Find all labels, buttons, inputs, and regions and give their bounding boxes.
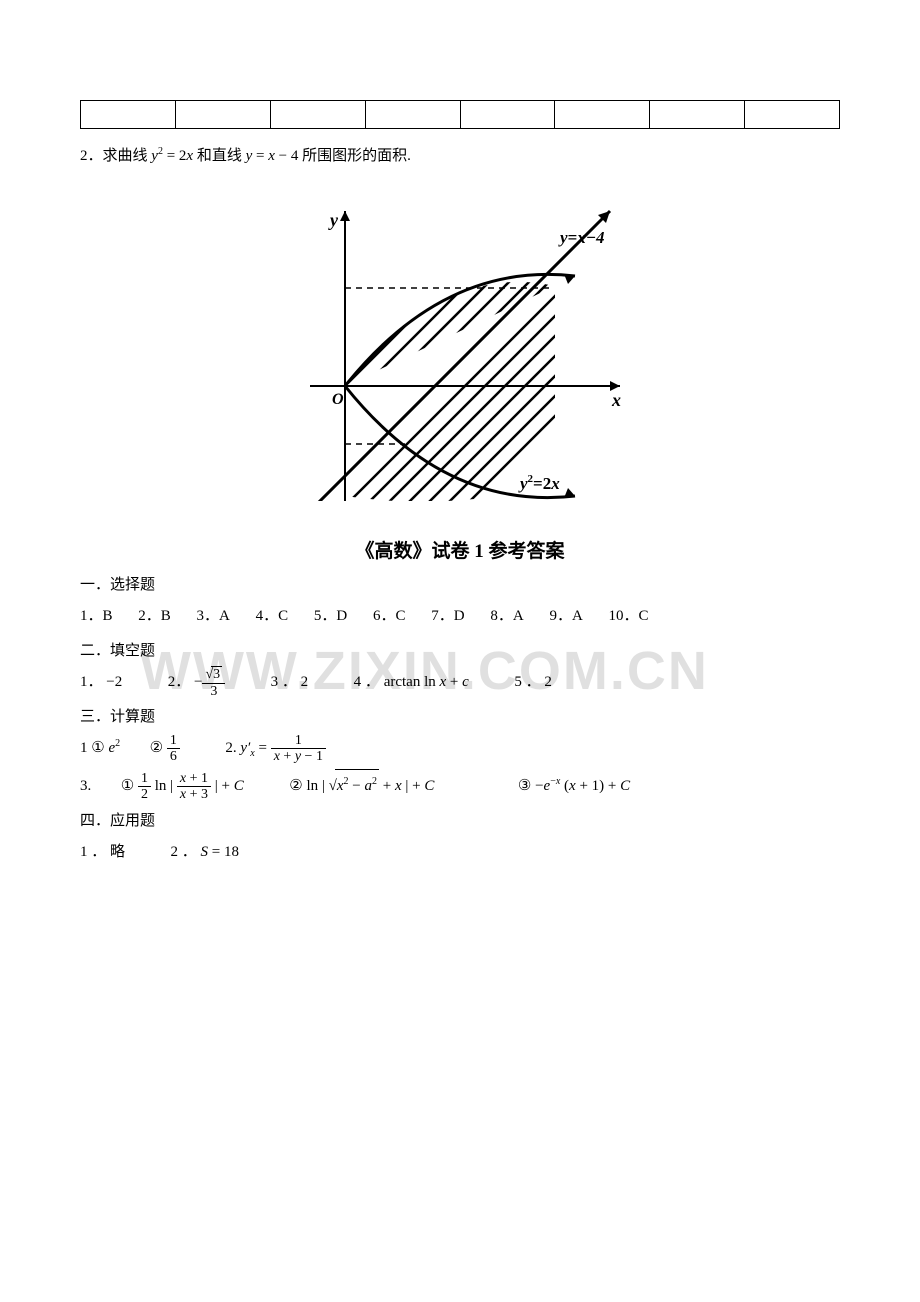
lhs: y′x = bbox=[240, 740, 267, 756]
value: arctan ln x + c bbox=[384, 674, 469, 690]
label: 2 ． bbox=[171, 844, 197, 860]
fraction: x + 1x + 3 bbox=[177, 771, 211, 803]
text: 所围图形的面积. bbox=[298, 148, 411, 164]
label: 2． bbox=[168, 674, 191, 690]
value: S = 18 bbox=[201, 844, 239, 860]
origin-label: O bbox=[332, 391, 344, 408]
y-axis-label: y bbox=[328, 210, 339, 230]
value: 略 bbox=[110, 844, 125, 860]
page-content: 2．求曲线 y2 = 2x 和直线 y = x − 4 所围图形的面积. bbox=[80, 100, 840, 869]
label: 1 ． bbox=[80, 844, 106, 860]
fraction: 33 bbox=[202, 666, 225, 699]
fraction: 1x + y − 1 bbox=[271, 733, 326, 765]
line-label: y=x−4 bbox=[558, 228, 605, 247]
value: −e−x (x + 1) + C bbox=[535, 778, 630, 794]
fraction: 12 bbox=[138, 771, 151, 803]
section-4-head: 四．应用题 bbox=[80, 809, 840, 830]
label: 4 ． bbox=[354, 674, 380, 690]
label: 1． bbox=[80, 674, 103, 690]
section-1-head: 一．选择题 bbox=[80, 573, 840, 594]
ln: ln | bbox=[155, 778, 173, 794]
table-row bbox=[81, 101, 840, 129]
mc-item: 8．A bbox=[490, 608, 523, 624]
label: 1 ① bbox=[80, 740, 105, 756]
table-cell bbox=[745, 101, 840, 129]
table-cell bbox=[175, 101, 270, 129]
mc-item: 9．A bbox=[549, 608, 582, 624]
mark: ③ bbox=[518, 778, 531, 794]
label: 2. bbox=[225, 740, 236, 756]
calc-row-1: 1 ① e2 ② 16 2. y′x = 1x + y − 1 bbox=[80, 732, 840, 765]
mc-item: 7．D bbox=[431, 608, 464, 624]
answer-key-title: 《高数》试卷 1 参考答案 bbox=[80, 536, 840, 563]
section-3-head: 三．计算题 bbox=[80, 705, 840, 726]
parabola-label: y2=2x bbox=[518, 473, 560, 493]
mc-item: 2．B bbox=[138, 608, 171, 624]
label: 5 ． bbox=[514, 674, 540, 690]
value: −2 bbox=[106, 674, 122, 690]
text: 和直线 bbox=[193, 148, 246, 164]
fill-answers: 1． −2 2． −33 3 ． 2 4 ． arctan ln x + c 5… bbox=[80, 666, 840, 699]
label: 3 ． bbox=[271, 674, 297, 690]
answer-grid-table bbox=[80, 100, 840, 129]
value: ln | x2 − a2 + x | + C bbox=[306, 778, 434, 794]
mc-item: 3．A bbox=[197, 608, 230, 624]
mark: ② bbox=[289, 778, 302, 794]
chart-svg: y x O y=x−4 y2=2x bbox=[280, 201, 640, 501]
line-yx4 bbox=[310, 211, 610, 501]
mc-item: 1．B bbox=[80, 608, 113, 624]
figure-parabola-line: y x O y=x−4 y2=2x bbox=[80, 201, 840, 506]
table-cell bbox=[81, 101, 176, 129]
mc-answers: 1．B 2．B 3．A 4．C 5．D 6．C 7．D 8．A 9．A 10．C bbox=[80, 600, 840, 633]
value: e2 bbox=[108, 740, 120, 756]
value: 2 bbox=[544, 674, 552, 690]
table-cell bbox=[270, 101, 365, 129]
label: ② bbox=[150, 740, 163, 756]
value: 2 bbox=[301, 674, 309, 690]
formula: y = x − 4 bbox=[246, 148, 299, 164]
mc-item: 5．D bbox=[314, 608, 347, 624]
table-cell bbox=[460, 101, 555, 129]
formula: y2 = 2x bbox=[151, 148, 193, 164]
problem-2-text: 2．求曲线 y2 = 2x 和直线 y = x − 4 所围图形的面积. bbox=[80, 141, 840, 171]
text: 2．求曲线 bbox=[80, 148, 151, 164]
label: 3. bbox=[80, 778, 91, 794]
mark: ① bbox=[121, 778, 134, 794]
mc-item: 6．C bbox=[373, 608, 406, 624]
table-cell bbox=[650, 101, 745, 129]
table-cell bbox=[555, 101, 650, 129]
mc-item: 10．C bbox=[609, 608, 649, 624]
prefix: − bbox=[194, 674, 202, 690]
calc-row-2: 3. ① 12 ln | x + 1x + 3 | + C ② ln | x2 … bbox=[80, 769, 840, 803]
mc-item: 4．C bbox=[256, 608, 289, 624]
fraction: 16 bbox=[167, 733, 180, 765]
x-axis-label: x bbox=[611, 390, 621, 410]
app-answers: 1 ． 略 2 ． S = 18 bbox=[80, 836, 840, 869]
table-cell bbox=[365, 101, 460, 129]
y-arrow-icon bbox=[340, 211, 350, 221]
section-2-head: 二．填空题 bbox=[80, 639, 840, 660]
tail: | + C bbox=[215, 778, 244, 794]
